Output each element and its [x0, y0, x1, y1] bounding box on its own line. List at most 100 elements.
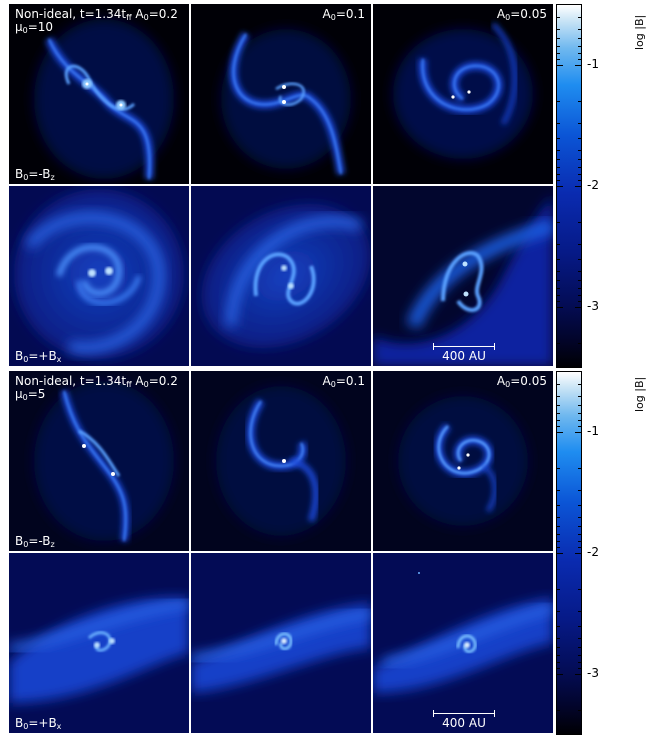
- scale-bar-line: [433, 710, 495, 717]
- colorbar-minor-tick: [578, 222, 581, 223]
- colorbar-minor-tick: [578, 405, 581, 406]
- magnetic-field-map: [373, 186, 553, 366]
- colorbar-minor-tick: [557, 222, 560, 223]
- magnetic-field-map: [191, 371, 371, 551]
- colorbar-minor-tick: [557, 59, 560, 60]
- magnetic-field-map: [373, 4, 553, 184]
- colorbar-minor-tick: [578, 46, 581, 47]
- colorbar-minor-tick: [557, 159, 560, 160]
- colorbar-tick: [575, 186, 581, 187]
- colorbar-minor-tick: [557, 301, 560, 302]
- colorbar-minor-tick: [557, 46, 560, 47]
- colorbar-minor-tick: [578, 244, 581, 245]
- colorbar-tick-label: -3: [587, 666, 599, 680]
- field-orientation-label: B0=-Bz: [15, 167, 55, 182]
- colorbar-tick: [557, 186, 563, 187]
- magnetic-field-map: [191, 4, 371, 184]
- colorbar-minor-tick: [557, 174, 560, 175]
- magnetic-field-map: [191, 186, 371, 366]
- colorbar-minor-tick: [578, 655, 581, 656]
- colorbar-minor-tick: [578, 547, 581, 548]
- colorbar-minor-tick: [578, 29, 581, 30]
- colorbar-minor-tick: [578, 38, 581, 39]
- colorbar-tick: [575, 432, 581, 433]
- colorbar-tick: [557, 553, 563, 554]
- colorbar-minor-tick: [578, 53, 581, 54]
- magnetic-field-map: [9, 4, 189, 184]
- colorbar-minor-tick: [557, 420, 560, 421]
- magnetic-field-map: [373, 371, 553, 551]
- magnetic-field-map: [9, 186, 189, 366]
- panel-top-row2-col1: B0=+Bx: [9, 186, 189, 366]
- colorbar-minor-tick: [557, 534, 560, 535]
- colorbar-title: log |B|: [633, 376, 646, 412]
- column-label: A0=0.05: [496, 7, 547, 22]
- colorbar-minor-tick: [557, 547, 560, 548]
- colorbar-minor-tick: [557, 29, 560, 30]
- colorbar-minor-tick: [557, 271, 560, 272]
- colorbar-minor-tick: [578, 468, 581, 469]
- scale-bar: 400 AU: [433, 343, 495, 363]
- panel-bottom-row2-col3: 400 AU: [373, 553, 553, 733]
- colorbar-minor-tick: [578, 59, 581, 60]
- colorbar-minor-tick: [578, 517, 581, 518]
- colorbar-minor-tick: [557, 517, 560, 518]
- colorbar-minor-tick: [578, 611, 581, 612]
- colorbar-minor-tick: [578, 668, 581, 669]
- colorbar-minor-tick: [578, 288, 581, 289]
- colorbar-minor-tick: [557, 611, 560, 612]
- colorbar-minor-tick: [557, 505, 560, 506]
- colorbar-minor-tick: [578, 541, 581, 542]
- colorbar-minor-tick: [557, 710, 560, 711]
- colorbar-minor-tick: [557, 138, 560, 139]
- colorbar-minor-tick: [578, 174, 581, 175]
- colorbar-tick-label: -2: [587, 545, 599, 559]
- panel-title: Non-ideal, t=1.34tff A0=0.2 μ0=5: [15, 374, 178, 402]
- panel-top-row2-col2: [191, 186, 371, 366]
- colorbar-title: log |B|: [633, 14, 646, 50]
- panel-bottom-row2-col2: [191, 553, 371, 733]
- field-orientation-label: B0=+Bx: [15, 716, 62, 731]
- magnetic-field-map: [373, 553, 553, 733]
- colorbar-minor-tick: [578, 384, 581, 385]
- colorbar-minor-tick: [557, 413, 560, 414]
- colorbar-minor-tick: [578, 413, 581, 414]
- panel-top-row1-col1: Non-ideal, t=1.34tff A0=0.2 μ0=10 B0=-Bz: [9, 4, 189, 184]
- colorbar-minor-tick: [578, 396, 581, 397]
- colorbar-tick: [557, 65, 563, 66]
- colorbar-minor-tick: [578, 280, 581, 281]
- colorbar-minor-tick: [578, 259, 581, 260]
- colorbar-minor-tick: [578, 180, 581, 181]
- top-figure-block: Non-ideal, t=1.34tff A0=0.2 μ0=10 B0=-Bz…: [9, 4, 554, 366]
- colorbar-minor-tick: [578, 271, 581, 272]
- magnetic-field-map: [191, 553, 371, 733]
- colorbar-minor-tick: [578, 123, 581, 124]
- colorbar-minor-tick: [578, 589, 581, 590]
- colorbar-minor-tick: [578, 534, 581, 535]
- colorbar-minor-tick: [578, 101, 581, 102]
- colorbar-minor-tick: [578, 710, 581, 711]
- colorbar-minor-tick: [578, 138, 581, 139]
- colorbar-minor-tick: [578, 638, 581, 639]
- colorbar-minor-tick: [578, 159, 581, 160]
- colorbar-minor-tick: [557, 343, 560, 344]
- column-label: A0=0.1: [322, 7, 365, 22]
- field-orientation-label: B0=+Bx: [15, 349, 62, 364]
- panel-bottom-row2-col1: B0=+Bx: [9, 553, 189, 733]
- magnetic-field-map: [9, 371, 189, 551]
- colorbar-tick: [575, 65, 581, 66]
- colorbar-tick: [557, 307, 563, 308]
- colorbar-minor-tick: [557, 295, 560, 296]
- panel-top-row1-col3: A0=0.05: [373, 4, 553, 184]
- bottom-figure-block: Non-ideal, t=1.34tff A0=0.2 μ0=5 B0=-Bz …: [9, 371, 554, 733]
- colorbar-tick-label: -3: [587, 299, 599, 313]
- colorbar-minor-tick: [578, 295, 581, 296]
- colorbar-minor-tick: [578, 150, 581, 151]
- colorbar-minor-tick: [578, 626, 581, 627]
- colorbar-minor-tick: [578, 526, 581, 527]
- field-orientation-label: B0=-Bz: [15, 534, 55, 549]
- scale-bar-label: 400 AU: [442, 716, 486, 730]
- colorbar-minor-tick: [557, 101, 560, 102]
- colorbar-tick: [575, 674, 581, 675]
- colorbar-minor-tick: [557, 396, 560, 397]
